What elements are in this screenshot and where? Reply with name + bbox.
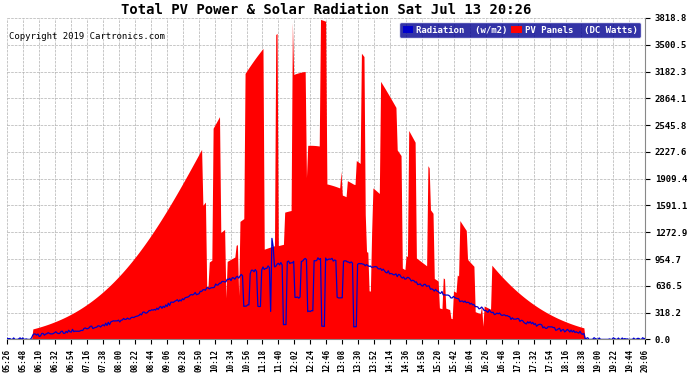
Text: Copyright 2019 Cartronics.com: Copyright 2019 Cartronics.com: [9, 32, 165, 41]
Legend: Radiation  (w/m2), PV Panels  (DC Watts): Radiation (w/m2), PV Panels (DC Watts): [400, 22, 641, 38]
Title: Total PV Power & Solar Radiation Sat Jul 13 20:26: Total PV Power & Solar Radiation Sat Jul…: [121, 3, 531, 17]
